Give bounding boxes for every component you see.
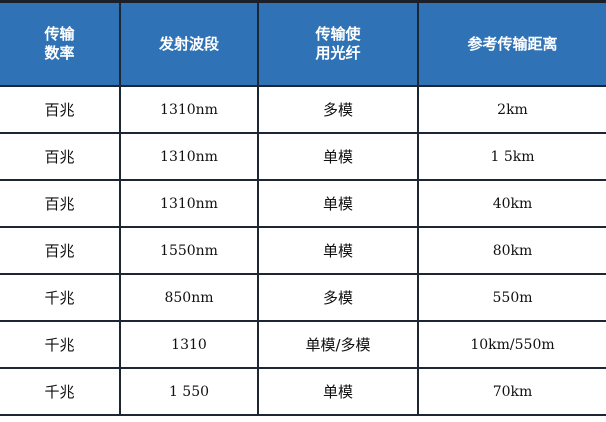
cell-distance: 550m bbox=[417, 274, 606, 322]
cell-fiber: 单模 bbox=[257, 133, 419, 181]
header-wavelength: 发射波段 bbox=[119, 3, 259, 87]
cell-wavelength: 850nm bbox=[119, 274, 259, 322]
cell-fiber: 单模 bbox=[257, 368, 419, 416]
cell-distance: 70km bbox=[417, 368, 606, 416]
fiber-transmission-table: 传输 数率 发射波段 传输使 用光纤 参考传输距离 百兆 1310nm 多模 2km 百… bbox=[0, 3, 606, 416]
cell-distance: 1 5km bbox=[417, 133, 606, 181]
cell-wavelength: 1310nm bbox=[119, 133, 259, 181]
cell-rate: 百兆 bbox=[0, 180, 121, 228]
header-fiber: 传输使 用光纤 bbox=[257, 3, 419, 87]
cell-distance: 10km/550m bbox=[417, 321, 606, 369]
cell-wavelength: 1310nm bbox=[119, 180, 259, 228]
cell-rate: 百兆 bbox=[0, 86, 121, 134]
top-bar bbox=[0, 0, 606, 3]
cell-fiber: 单模 bbox=[257, 180, 419, 228]
table-row: 千兆 1 550 单模 70km bbox=[0, 368, 606, 416]
cell-wavelength: 1 550 bbox=[119, 368, 259, 416]
cell-wavelength: 1310nm bbox=[119, 86, 259, 134]
table-row: 百兆 1310nm 单模 1 5km bbox=[0, 133, 606, 181]
header-distance: 参考传输距离 bbox=[417, 3, 606, 87]
table-row: 千兆 1310 单模/多模 10km/550m bbox=[0, 321, 606, 369]
cell-rate: 千兆 bbox=[0, 368, 121, 416]
cell-distance: 2km bbox=[417, 86, 606, 134]
cell-distance: 40km bbox=[417, 180, 606, 228]
cell-rate: 千兆 bbox=[0, 274, 121, 322]
cell-fiber: 单模/多模 bbox=[257, 321, 419, 369]
cell-wavelength: 1550nm bbox=[119, 227, 259, 275]
table-row: 百兆 1310nm 单模 40km bbox=[0, 180, 606, 228]
cell-rate: 千兆 bbox=[0, 321, 121, 369]
cell-fiber: 多模 bbox=[257, 86, 419, 134]
cell-distance: 80km bbox=[417, 227, 606, 275]
table-row: 千兆 850nm 多模 550m bbox=[0, 274, 606, 322]
cell-rate: 百兆 bbox=[0, 227, 121, 275]
cell-fiber: 多模 bbox=[257, 274, 419, 322]
cell-wavelength: 1310 bbox=[119, 321, 259, 369]
cell-fiber: 单模 bbox=[257, 227, 419, 275]
header-rate: 传输 数率 bbox=[0, 3, 121, 87]
table-row: 百兆 1310nm 多模 2km bbox=[0, 86, 606, 134]
table-row: 百兆 1550nm 单模 80km bbox=[0, 227, 606, 275]
cell-rate: 百兆 bbox=[0, 133, 121, 181]
header-row: 传输 数率 发射波段 传输使 用光纤 参考传输距离 bbox=[0, 3, 606, 87]
